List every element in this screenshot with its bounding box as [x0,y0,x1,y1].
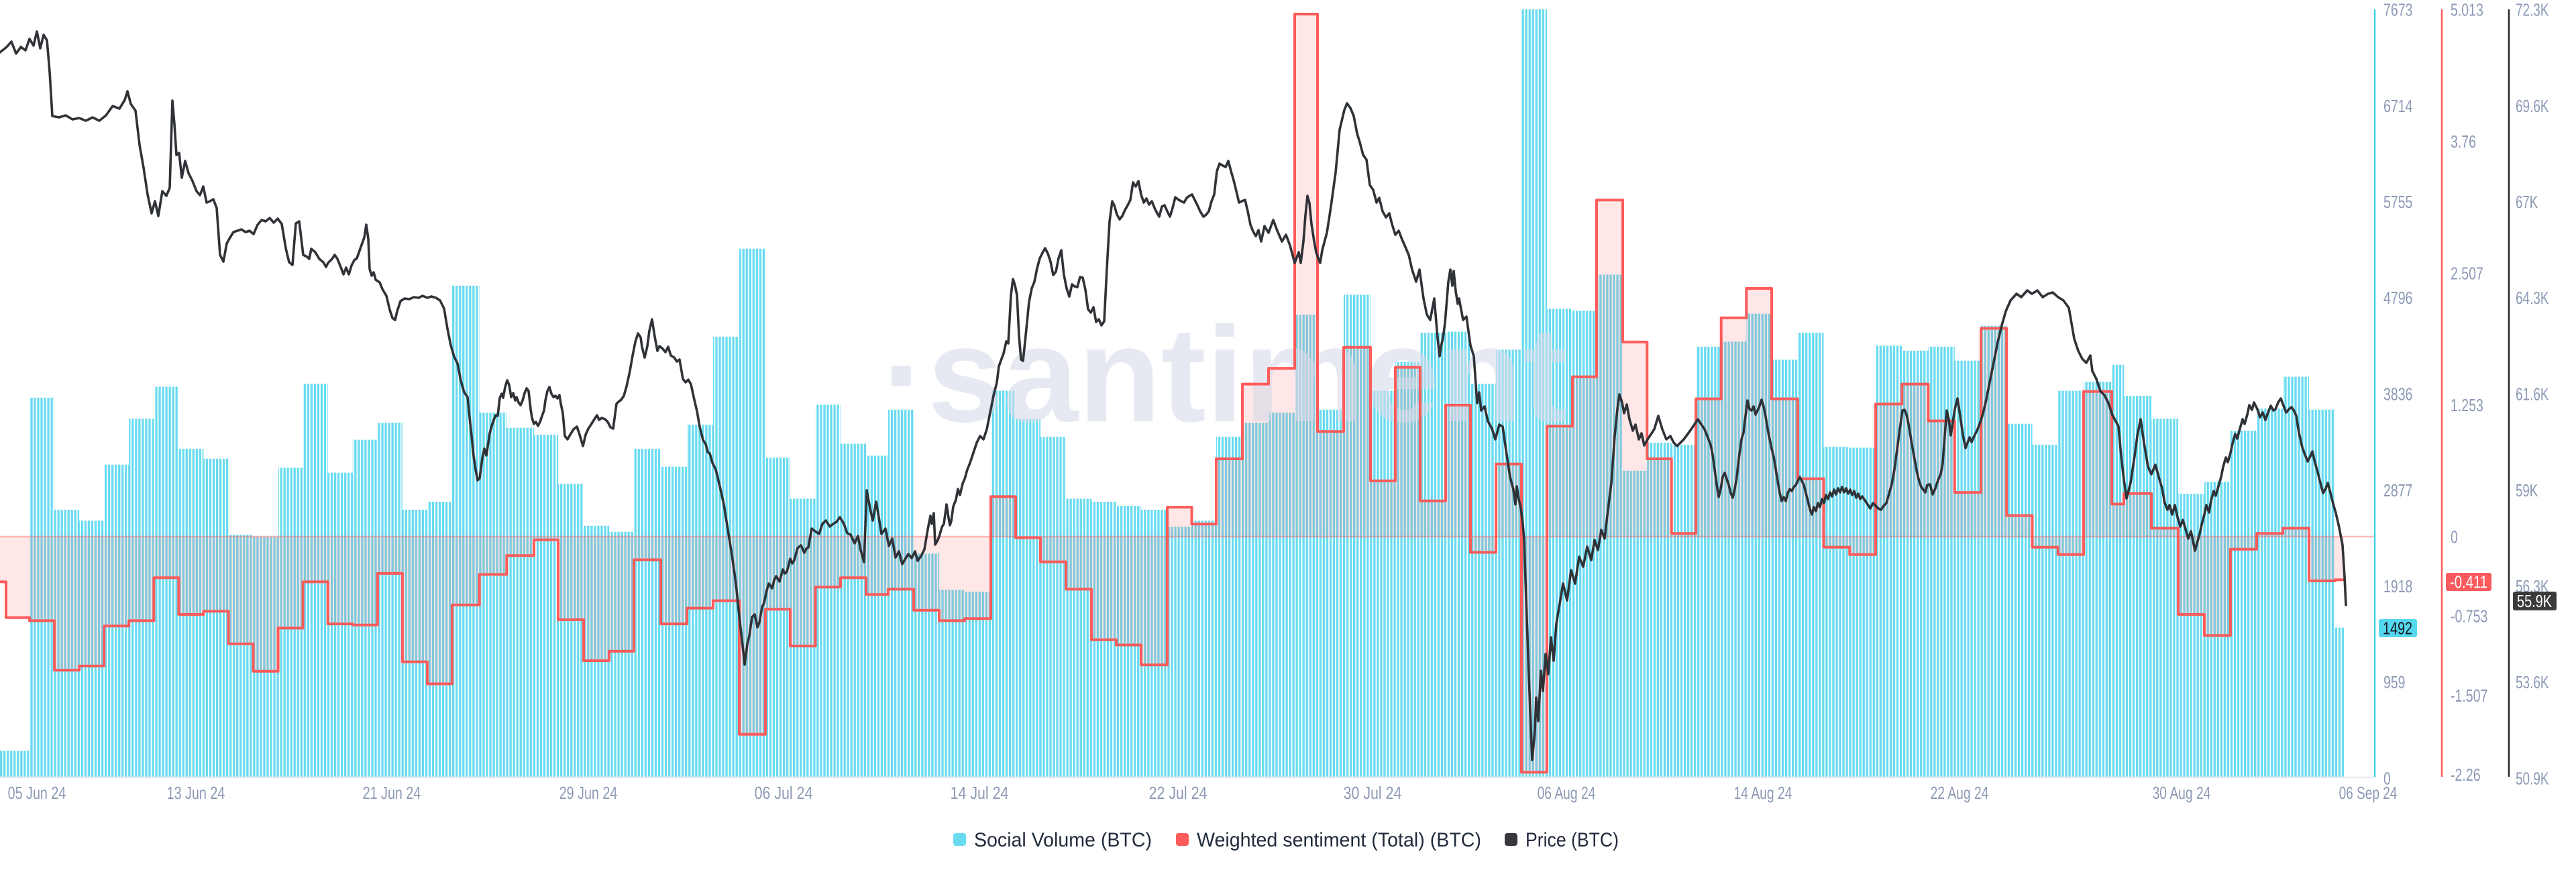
svg-text:14 Jul 24: 14 Jul 24 [951,783,1009,803]
svg-text:3836: 3836 [2383,384,2412,404]
svg-text:06 Jul 24: 06 Jul 24 [755,783,813,803]
svg-text:22 Jul 24: 22 Jul 24 [1149,783,1208,803]
svg-text:67K: 67K [2516,192,2538,212]
svg-text:Price (BTC): Price (BTC) [1525,829,1619,851]
svg-text:0: 0 [2383,769,2391,789]
svg-text:53.6K: 53.6K [2516,672,2549,692]
svg-text:5.013: 5.013 [2451,0,2483,20]
svg-text:30 Jul 24: 30 Jul 24 [1344,783,1402,803]
svg-text:13 Jun 24: 13 Jun 24 [167,783,225,803]
svg-text:0: 0 [2451,527,2458,547]
svg-text:2.507: 2.507 [2451,263,2483,283]
svg-text:1918: 1918 [2383,576,2412,596]
svg-text:72.3K: 72.3K [2516,0,2549,20]
svg-text:64.3K: 64.3K [2516,288,2549,308]
svg-text:4796: 4796 [2383,288,2412,308]
svg-text:-1.507: -1.507 [2451,686,2487,706]
svg-text:Social Volume (BTC): Social Volume (BTC) [974,829,1152,851]
svg-text:6714: 6714 [2383,96,2412,116]
svg-text:05 Jun 24: 05 Jun 24 [8,783,66,803]
svg-text:61.6K: 61.6K [2516,384,2549,404]
svg-text:Weighted sentiment (Total) (BT: Weighted sentiment (Total) (BTC) [1197,829,1481,851]
svg-text:959: 959 [2383,672,2406,692]
svg-text:-2.26: -2.26 [2451,765,2481,785]
svg-text:7673: 7673 [2383,0,2412,20]
svg-text:06 Aug 24: 06 Aug 24 [1538,783,1596,803]
svg-text:30 Aug 24: 30 Aug 24 [2153,783,2211,803]
svg-text:50.9K: 50.9K [2516,769,2549,789]
svg-text:69.6K: 69.6K [2516,96,2549,116]
svg-text:-0.753: -0.753 [2451,606,2487,626]
svg-text:55.9K: 55.9K [2517,591,2552,611]
svg-text:59K: 59K [2516,480,2538,500]
svg-text:5755: 5755 [2383,192,2412,212]
svg-text:1.253: 1.253 [2451,395,2483,415]
svg-text:06 Sep 24: 06 Sep 24 [2339,783,2398,803]
svg-text:1492: 1492 [2383,618,2412,639]
svg-text:21 Jun 24: 21 Jun 24 [363,783,421,803]
svg-text:3.76: 3.76 [2451,131,2476,152]
svg-text:29 Jun 24: 29 Jun 24 [559,783,618,803]
svg-text:2877: 2877 [2383,480,2412,500]
svg-text:·santiment: ·santiment [882,298,1567,450]
svg-text:14 Aug 24: 14 Aug 24 [1734,783,1792,803]
svg-text:-0.411: -0.411 [2450,572,2487,592]
svg-text:22 Aug 24: 22 Aug 24 [1931,783,1989,803]
